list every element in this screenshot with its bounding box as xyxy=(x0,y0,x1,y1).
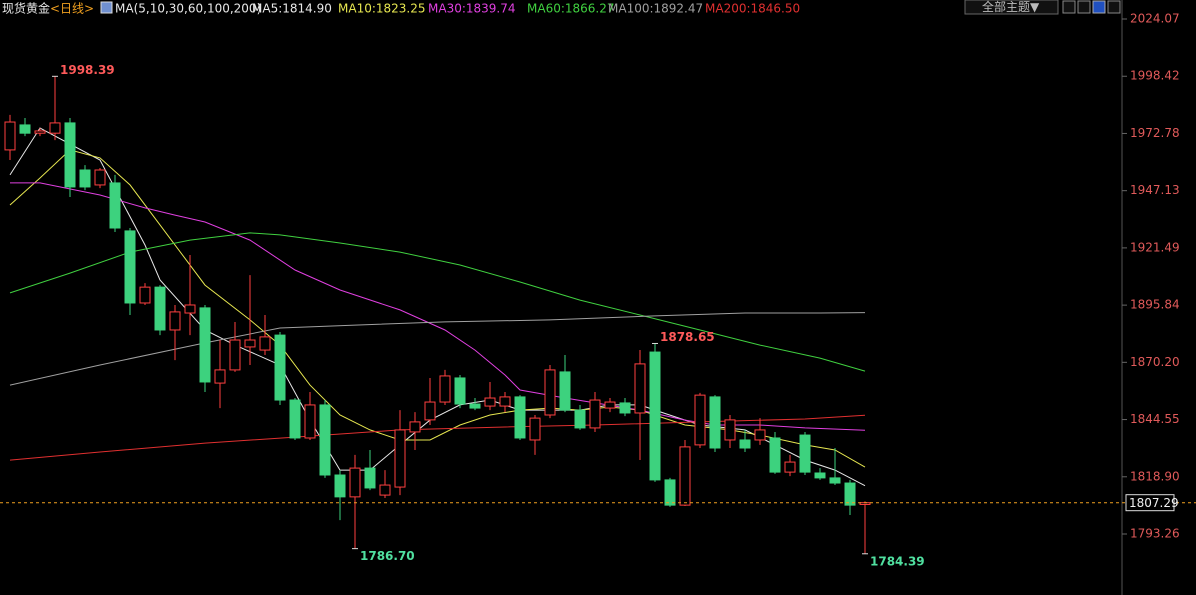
candle-body xyxy=(4,121,16,151)
candle-body xyxy=(124,230,136,304)
y-tick-label: 1818.90 xyxy=(1130,469,1180,483)
candle-body xyxy=(109,182,121,229)
candle-body xyxy=(499,396,511,407)
annotation-label: 1878.65 xyxy=(660,330,715,344)
candle-body xyxy=(259,336,271,351)
y-tick-label: 1793.26 xyxy=(1130,526,1180,540)
y-tick-label: 1921.49 xyxy=(1130,240,1180,254)
candle-body xyxy=(364,467,376,489)
plot xyxy=(4,76,871,554)
candle-body xyxy=(229,339,241,371)
y-tick-label: 1870.20 xyxy=(1130,355,1180,369)
candle-body xyxy=(79,169,91,188)
candle-body xyxy=(469,403,481,409)
y-tick-label: 1895.84 xyxy=(1130,298,1180,312)
candle-body xyxy=(199,307,211,383)
candle-body xyxy=(694,394,706,446)
candle-body xyxy=(49,122,61,134)
ma-line xyxy=(9,414,866,461)
candle-body xyxy=(484,397,496,407)
candle-body xyxy=(574,409,586,429)
candle-body xyxy=(19,124,31,134)
candle-body xyxy=(514,396,526,439)
candle-body xyxy=(304,404,316,439)
legend-entry: MA10:1823.25 xyxy=(338,2,426,16)
tool-icon[interactable] xyxy=(1077,0,1091,14)
candle-body xyxy=(844,482,856,506)
period-label: <日线> xyxy=(50,2,94,16)
annotation-label: 1784.39 xyxy=(870,554,925,568)
candle-body xyxy=(439,375,451,403)
candle-body xyxy=(214,369,226,384)
y-tick-label: 1844.55 xyxy=(1130,412,1180,426)
legend-entry: MA100:1892.47 xyxy=(608,2,703,16)
ma-line xyxy=(9,312,866,386)
candle-body xyxy=(154,286,166,331)
y-tick-label: 1972.78 xyxy=(1130,126,1180,140)
candle-body xyxy=(829,477,841,484)
candle-body xyxy=(784,461,796,473)
candle-body xyxy=(544,369,556,416)
candle-body xyxy=(529,417,541,441)
candle-body xyxy=(454,377,466,405)
last-price-box xyxy=(1125,494,1175,512)
candle-body xyxy=(634,363,646,414)
legend-entry: MA60:1866.27 xyxy=(527,2,615,16)
candle-body xyxy=(379,484,391,496)
legend-entry: MA200:1846.50 xyxy=(705,2,800,16)
candle-body xyxy=(709,396,721,449)
candle-body xyxy=(769,437,781,473)
last-price-label: 1807.29 xyxy=(1129,496,1179,510)
candle-body xyxy=(274,334,286,401)
candle-body xyxy=(559,371,571,411)
chart-title: 现货黄金 xyxy=(2,1,50,16)
candle-body xyxy=(289,399,301,439)
candle-body xyxy=(184,304,196,314)
y-tick-label: 1998.42 xyxy=(1130,69,1180,83)
candle-body xyxy=(334,474,346,498)
annotation-label: 1786.70 xyxy=(360,549,415,563)
tool-icon[interactable] xyxy=(1092,0,1106,14)
candle-body xyxy=(619,402,631,414)
candle-body xyxy=(394,429,406,488)
candle-body xyxy=(754,429,766,441)
indicator-icon[interactable] xyxy=(100,1,113,14)
candle-body xyxy=(589,399,601,429)
candle-body xyxy=(349,467,361,498)
theme-button[interactable] xyxy=(964,0,1059,15)
candle-body xyxy=(34,130,46,134)
candle-body xyxy=(799,434,811,473)
tool-icon[interactable] xyxy=(1062,0,1076,14)
legend-entry: MA5:1814.90 xyxy=(252,2,332,16)
candle-body xyxy=(64,122,76,188)
candle-body xyxy=(169,311,181,331)
y-tick-label: 1947.13 xyxy=(1130,183,1180,197)
candle-body xyxy=(139,286,151,304)
candle-body xyxy=(814,472,826,479)
candle-body xyxy=(679,446,691,506)
indicator-label: MA(5,10,30,60,100,200) xyxy=(115,2,261,16)
y-tick-label: 2024.07 xyxy=(1130,12,1180,26)
candle-body xyxy=(739,439,751,449)
candle-body xyxy=(244,339,256,348)
ma-line xyxy=(9,232,866,372)
candle-body xyxy=(424,401,436,421)
candle-body xyxy=(604,401,616,409)
annotation-label: 1998.39 xyxy=(60,63,115,77)
toolbar xyxy=(1062,0,1121,14)
candle-body xyxy=(649,351,661,481)
theme-button-label[interactable]: 全部主题▼ xyxy=(982,0,1040,14)
candle-body xyxy=(94,169,106,186)
tool-icon[interactable] xyxy=(1107,0,1121,14)
candle-body xyxy=(724,419,736,441)
legend-entry: MA30:1839.74 xyxy=(428,2,516,16)
candle-body xyxy=(319,404,331,476)
candle-body xyxy=(664,479,676,506)
candle-body xyxy=(409,421,421,433)
